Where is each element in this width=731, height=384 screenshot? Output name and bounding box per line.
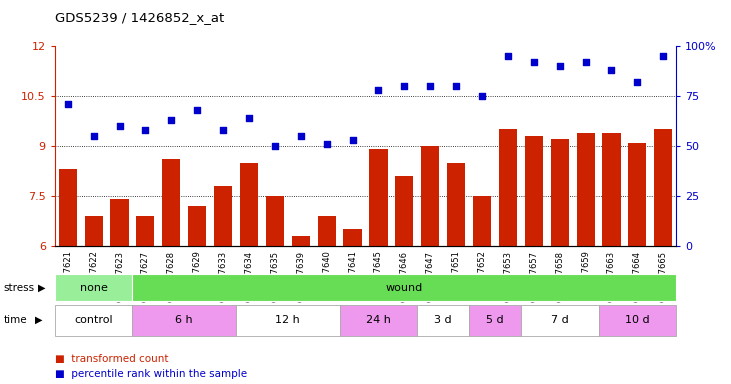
Bar	[85, 216, 103, 246]
Point	[192, 107, 203, 113]
Point	[528, 59, 539, 65]
Bar	[188, 206, 206, 246]
Bar	[577, 132, 594, 246]
Bar	[628, 142, 646, 246]
Text: ▶: ▶	[38, 283, 45, 293]
Bar	[447, 162, 465, 246]
Point	[243, 115, 255, 121]
Bar	[525, 136, 543, 246]
Point	[554, 63, 566, 69]
Bar	[473, 196, 491, 246]
Bar	[499, 129, 517, 246]
Bar	[395, 176, 414, 246]
Bar	[132, 274, 676, 301]
Text: 12 h: 12 h	[276, 315, 300, 325]
Point	[605, 67, 617, 73]
Text: 7 d: 7 d	[550, 315, 569, 325]
Point	[632, 79, 643, 85]
Text: 3 d: 3 d	[434, 315, 452, 325]
Text: ■  percentile rank within the sample: ■ percentile rank within the sample	[55, 369, 247, 379]
Text: stress: stress	[4, 283, 35, 293]
Bar	[340, 305, 417, 336]
Bar	[266, 196, 284, 246]
Point	[373, 87, 385, 93]
Bar	[240, 162, 258, 246]
Text: 24 h: 24 h	[366, 315, 391, 325]
Bar	[214, 186, 232, 246]
Bar	[417, 305, 469, 336]
Point	[476, 93, 488, 99]
Bar	[236, 305, 340, 336]
Bar	[110, 199, 129, 246]
Bar	[550, 139, 569, 246]
Text: none: none	[80, 283, 107, 293]
Text: control: control	[75, 315, 113, 325]
Bar	[55, 305, 132, 336]
Point	[114, 123, 126, 129]
Text: 10 d: 10 d	[625, 315, 650, 325]
Point	[502, 53, 514, 59]
Text: wound: wound	[386, 283, 423, 293]
Point	[295, 133, 306, 139]
Point	[657, 53, 669, 59]
Point	[321, 141, 333, 147]
Bar	[292, 236, 310, 246]
Text: ▶: ▶	[35, 315, 42, 325]
Bar	[162, 159, 181, 246]
Text: time: time	[4, 315, 27, 325]
Point	[62, 101, 74, 107]
Bar	[469, 305, 520, 336]
Point	[450, 83, 462, 89]
Point	[165, 117, 177, 123]
Point	[217, 127, 229, 133]
Text: ■  transformed count: ■ transformed count	[55, 354, 168, 364]
Point	[140, 127, 151, 133]
Bar	[602, 132, 621, 246]
Bar	[599, 305, 676, 336]
Point	[346, 137, 358, 143]
Bar	[132, 305, 236, 336]
Bar	[58, 169, 77, 246]
Text: 5 d: 5 d	[486, 315, 504, 325]
Point	[425, 83, 436, 89]
Bar	[654, 129, 673, 246]
Bar	[55, 274, 132, 301]
Point	[88, 133, 99, 139]
Bar	[344, 229, 362, 246]
Point	[269, 143, 281, 149]
Point	[398, 83, 410, 89]
Bar	[421, 146, 439, 246]
Text: GDS5239 / 1426852_x_at: GDS5239 / 1426852_x_at	[55, 12, 224, 25]
Bar	[137, 216, 154, 246]
Bar	[317, 216, 336, 246]
Text: 6 h: 6 h	[175, 315, 193, 325]
Point	[580, 59, 591, 65]
Bar	[521, 305, 599, 336]
Bar	[369, 149, 387, 246]
